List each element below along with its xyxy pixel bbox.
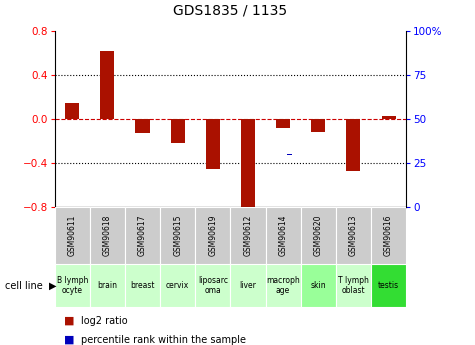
Text: GSM90618: GSM90618 xyxy=(103,215,112,256)
Text: GSM90616: GSM90616 xyxy=(384,215,393,256)
Text: log2 ratio: log2 ratio xyxy=(81,316,127,326)
Text: GDS1835 / 1135: GDS1835 / 1135 xyxy=(173,3,287,17)
Text: GSM90612: GSM90612 xyxy=(244,215,252,256)
Bar xyxy=(135,119,150,133)
Bar xyxy=(266,264,301,307)
Bar xyxy=(55,264,90,307)
Text: testis: testis xyxy=(378,281,399,290)
Text: ■: ■ xyxy=(64,316,75,326)
Text: skin: skin xyxy=(311,281,326,290)
Bar xyxy=(65,102,79,119)
Bar xyxy=(160,264,195,307)
Text: macroph
age: macroph age xyxy=(266,276,300,295)
Bar xyxy=(346,119,361,171)
Text: liposarc
oma: liposarc oma xyxy=(198,276,228,295)
Bar xyxy=(55,207,90,264)
Bar xyxy=(266,207,301,264)
Bar xyxy=(336,264,371,307)
Text: GSM90615: GSM90615 xyxy=(173,215,182,256)
Bar xyxy=(125,207,160,264)
Text: liver: liver xyxy=(239,281,256,290)
Bar xyxy=(160,207,195,264)
Bar xyxy=(301,207,336,264)
Bar xyxy=(371,264,406,307)
Text: GSM90617: GSM90617 xyxy=(138,215,147,256)
Bar xyxy=(371,207,406,264)
Bar xyxy=(241,119,255,209)
Text: ■: ■ xyxy=(64,335,75,345)
Bar xyxy=(230,264,266,307)
Text: T lymph
oblast: T lymph oblast xyxy=(338,276,369,295)
Bar xyxy=(125,264,160,307)
Bar xyxy=(90,264,125,307)
Text: percentile rank within the sample: percentile rank within the sample xyxy=(81,335,246,345)
Bar xyxy=(195,207,230,264)
Bar xyxy=(311,119,325,132)
Text: B lymph
ocyte: B lymph ocyte xyxy=(57,276,88,295)
Text: GSM90613: GSM90613 xyxy=(349,215,358,256)
Text: GSM90611: GSM90611 xyxy=(68,215,76,256)
Bar xyxy=(90,207,125,264)
Text: GSM90619: GSM90619 xyxy=(209,215,217,256)
Text: cervix: cervix xyxy=(166,281,189,290)
Bar xyxy=(276,119,290,128)
Text: breast: breast xyxy=(130,281,155,290)
Bar xyxy=(381,116,396,119)
Text: GSM90620: GSM90620 xyxy=(314,215,323,256)
Bar xyxy=(230,207,266,264)
Text: brain: brain xyxy=(97,281,117,290)
Bar xyxy=(336,207,371,264)
Bar xyxy=(171,119,185,143)
Bar xyxy=(195,264,230,307)
Bar xyxy=(206,119,220,168)
Bar xyxy=(301,264,336,307)
Text: cell line  ▶: cell line ▶ xyxy=(5,280,56,290)
Bar xyxy=(100,51,114,119)
Text: GSM90614: GSM90614 xyxy=(279,215,287,256)
